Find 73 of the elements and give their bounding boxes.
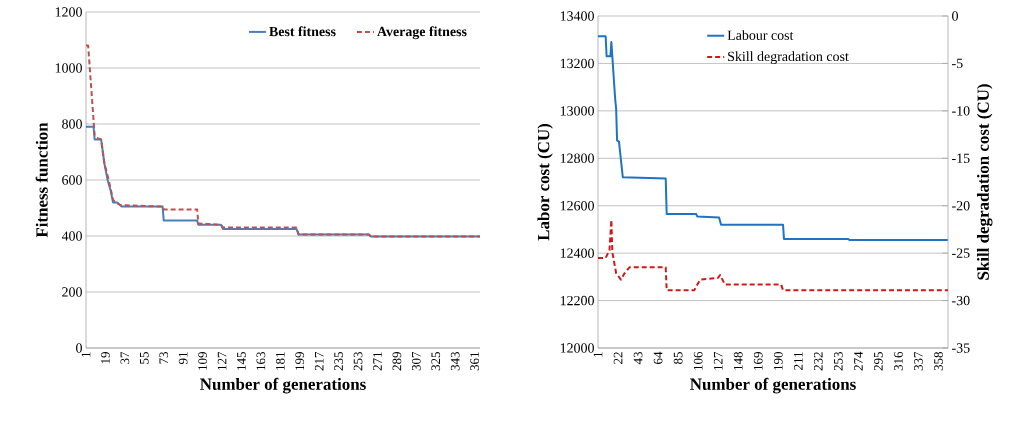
x-tick-label: 55 <box>139 352 149 364</box>
x-tick-label: 235 <box>334 352 343 371</box>
x-tick-label: 181 <box>275 352 285 370</box>
x-tick-label: 85 <box>673 352 683 364</box>
x-tick-label: 199 <box>295 352 305 370</box>
line-series <box>85 44 482 238</box>
x-tick-label: 295 <box>874 352 883 371</box>
y-tick-label: 13000 <box>560 106 594 116</box>
x-tick-label: 337 <box>914 351 923 371</box>
x-tick-label: 232 <box>813 352 823 371</box>
x-tick-label: 19 <box>101 352 110 364</box>
x-tick-label: 1 <box>593 352 603 357</box>
y2-tick-label: -15 <box>952 153 970 163</box>
x-tick-label: 358 <box>934 352 943 371</box>
x-tick-label: 163 <box>256 352 266 370</box>
legend-label: Best fitness <box>269 26 336 37</box>
y2-axis-title: Skill degradation cost (CU) <box>976 84 993 280</box>
x-tick-label: 190 <box>773 352 783 370</box>
x-tick-label: 109 <box>198 352 207 370</box>
x-tick-label: 316 <box>894 351 903 371</box>
x-tick-label: 253 <box>353 352 363 371</box>
x-tick-label: 361 <box>470 352 479 371</box>
y-tick-label: 13400 <box>560 11 594 21</box>
x-tick-label: 169 <box>753 352 763 370</box>
y2-tick-label: -20 <box>952 201 970 211</box>
line-series <box>597 218 950 292</box>
x-tick-label: 22 <box>613 352 623 364</box>
x-tick-label: 148 <box>733 352 743 370</box>
y2-tick-label: -5 <box>952 58 963 69</box>
x-tick-label: 145 <box>237 352 246 370</box>
x-tick-label: 289 <box>392 352 402 371</box>
x-tick-label: 127 <box>217 351 227 370</box>
y-axis-title: Labor cost (CU) <box>537 123 553 241</box>
x-tick-label: 91 <box>178 352 188 365</box>
x-tick-label: 1 <box>81 352 91 357</box>
x-tick-label: 211 <box>793 352 803 370</box>
y-tick-label: 1000 <box>55 63 82 73</box>
y-tick-label: 0 <box>76 343 82 353</box>
x-tick-label: 274 <box>854 351 863 371</box>
y-tick-label: 800 <box>62 119 82 129</box>
x-tick-label: 271 <box>373 352 382 371</box>
y-tick-label: 12600 <box>560 201 594 211</box>
y2-tick-label: 0 <box>952 11 958 21</box>
legend-label: Skill degradation cost <box>728 51 849 64</box>
x-axis-title: Number of generations <box>200 377 366 394</box>
y2-tick-label: -10 <box>952 106 970 116</box>
y-tick-label: 12000 <box>560 343 594 353</box>
y-tick-label: 12400 <box>560 248 594 258</box>
y-tick-label: 1200 <box>55 7 82 17</box>
y-tick-label: 400 <box>61 231 82 241</box>
y2-tick-label: -30 <box>952 295 970 306</box>
x-tick-label: 43 <box>633 352 643 365</box>
y-tick-label: 12200 <box>560 295 594 306</box>
legend-label: Labour cost <box>727 30 794 40</box>
y-axis-title: Fitness function <box>35 122 48 238</box>
y2-tick-label: -35 <box>952 343 970 353</box>
y-tick-label: 12800 <box>560 153 594 163</box>
x-tick-label: 253 <box>833 352 843 371</box>
x-tick-label: 325 <box>431 352 441 371</box>
y-tick-label: 600 <box>62 175 82 185</box>
x-tick-label: 127 <box>713 351 723 370</box>
x-tick-label: 73 <box>159 352 169 364</box>
x-tick-label: 64 <box>653 351 663 364</box>
x-tick-label: 343 <box>450 352 460 371</box>
x-axis-title: Number of generations <box>690 377 856 394</box>
x-tick-label: 106 <box>693 351 703 370</box>
x-tick-label: 307 <box>411 351 421 371</box>
x-tick-label: 217 <box>314 351 324 371</box>
x-tick-label: 37 <box>120 351 130 364</box>
y2-tick-label: -25 <box>952 248 970 258</box>
legend-label: Average fitness <box>377 26 467 40</box>
y-tick-label: 200 <box>62 287 82 297</box>
y-tick-label: 13200 <box>560 58 594 69</box>
